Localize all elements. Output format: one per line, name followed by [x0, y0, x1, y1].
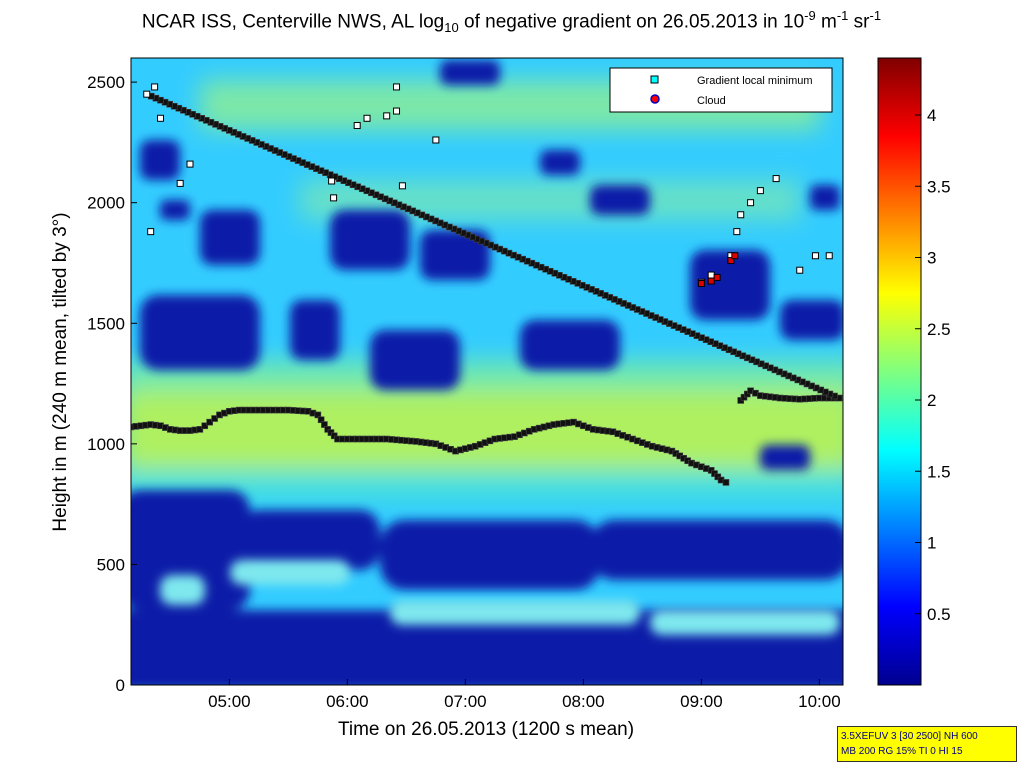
axes: 05:00 06:00 07:00 08:00 09:00 10:00 0 500 1000 15…	[87, 73, 840, 711]
y-tick-label: 2000	[87, 194, 125, 213]
gradient-minimum-point	[747, 199, 755, 207]
gradient-minimum-point	[398, 182, 406, 190]
colorbar	[877, 57, 922, 686]
gradient-minimum-point	[811, 252, 819, 260]
colorbar-tick-label: 4	[927, 106, 936, 125]
legend-cloud-label: Cloud	[697, 95, 726, 107]
markers	[131, 83, 843, 486]
gradient-minimum-point	[707, 271, 715, 279]
gradient-minimum-point	[330, 194, 338, 202]
y-axis-label: Height in m (240 m mean, tilted by 3°)	[50, 212, 71, 531]
gradient-minimum-point	[393, 83, 401, 91]
y-tick-label: 1500	[87, 314, 125, 333]
gradient-minimum-point	[393, 107, 401, 115]
legend-minimum-label: Gradient local minimum	[697, 75, 813, 87]
colorbar-tick-label: 0.5	[927, 605, 951, 624]
gradient-minimum-point	[733, 228, 741, 236]
settings-annotation-box: 3.5XEFUV 3 [30 2500] NH 600 MB 200 RG 15…	[837, 726, 1017, 762]
x-tick-label: 07:00	[444, 692, 487, 711]
colorbar-tick-label: 2.5	[927, 320, 951, 339]
x-tick-label: 09:00	[680, 692, 723, 711]
gradient-minimum-point	[383, 112, 391, 120]
gradient-minimum-point	[328, 177, 336, 185]
gradient-minimum-point	[151, 83, 159, 91]
colorbar-tick-label: 3.5	[927, 177, 951, 196]
cloud-point	[707, 277, 715, 285]
y-tick-label: 0	[116, 676, 125, 695]
colorbar-tick-label: 3	[927, 249, 936, 268]
gradient-minimum-point	[196, 426, 204, 433]
gradient-minimum-point	[143, 90, 151, 98]
gradient-minimum-point	[756, 187, 764, 195]
cloud-point	[697, 279, 705, 287]
legend: Gradient local minimum Cloud	[609, 67, 833, 113]
heatmap	[131, 58, 843, 685]
legend-box	[609, 67, 833, 113]
y-tick-label: 2500	[87, 73, 125, 92]
chart-title: NCAR ISS, Centerville NWS, AL log10 of n…	[141, 8, 882, 36]
gradient-minimum-point	[211, 415, 218, 422]
colorbar-tick-label: 2	[927, 391, 936, 410]
gradient-minimum-point	[176, 179, 184, 187]
gradient-minimum-point	[772, 175, 780, 183]
gradient-minimum-point	[825, 252, 833, 260]
y-tick-label: 1000	[87, 435, 125, 454]
gradient-minimum-point	[796, 266, 804, 274]
gradient-minimum-point	[201, 422, 209, 430]
legend-cloud-marker	[650, 94, 660, 104]
legend-minimum-marker	[650, 75, 659, 84]
x-tick-label: 05:00	[208, 692, 251, 711]
gradient-minimum-point	[147, 228, 155, 236]
annotation-line-1: 3.5XEFUV 3 [30 2500] NH 600	[841, 731, 978, 742]
x-tick-label: 08:00	[562, 692, 605, 711]
colorbar-ticks: 0.5 1 1.5 2 2.5 3 3.5 4	[915, 106, 951, 624]
y-tick-label: 500	[97, 555, 125, 574]
plot-frame	[130, 57, 844, 686]
gradient-minimum-point	[363, 114, 371, 122]
colorbar-tick-label: 1.5	[927, 462, 951, 481]
cloud-point	[727, 257, 735, 265]
gradient-minimum-point	[432, 136, 440, 144]
cloud-point	[731, 252, 739, 260]
gradient-minimum-point	[157, 114, 165, 122]
gradient-minimum-point	[206, 418, 213, 426]
gradient-minimum-point	[737, 211, 745, 219]
x-axis-label: Time on 26.05.2013 (1200 s mean)	[338, 719, 634, 740]
x-tick-label: 10:00	[798, 692, 841, 711]
gradient-minimum-point	[353, 122, 361, 130]
cloud-point	[713, 273, 721, 281]
gradient-minimum-point	[722, 479, 730, 486]
x-tick-label: 06:00	[326, 692, 369, 711]
colorbar-tick-label: 1	[927, 534, 936, 553]
annotation-line-2: MB 200 RG 15% TI 0 HI 15	[841, 746, 963, 757]
gradient-minimum-point	[186, 160, 194, 168]
